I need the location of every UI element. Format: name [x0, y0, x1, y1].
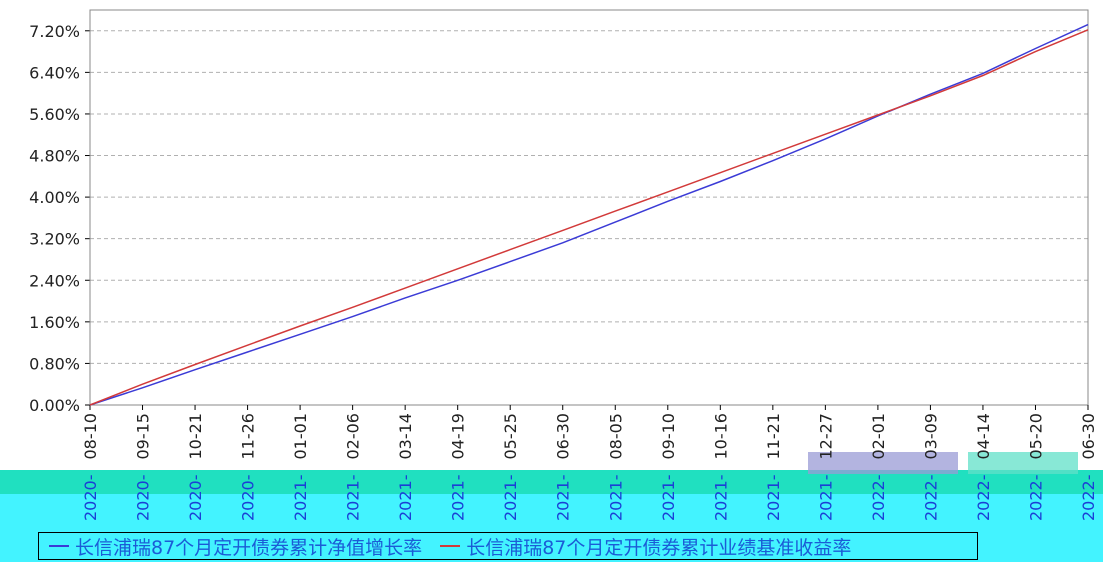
x-tick-label: 12-27 — [816, 413, 835, 460]
x-tick-label: 03-14 — [396, 413, 415, 460]
x-tick-year-label: 2021- — [396, 475, 415, 522]
x-tick-year-label: 2020- — [239, 475, 258, 522]
x-tick-label: 09-10 — [659, 413, 678, 460]
x-tick-year-label: 2020- — [81, 475, 100, 522]
x-tick-year-label: 2022- — [921, 475, 940, 522]
y-tick-label: 5.60% — [29, 105, 80, 124]
legend: 长信浦瑞87个月定开债券累计净值增长率 长信浦瑞87个月定开债券累计业绩基准收益… — [38, 532, 978, 560]
x-tick-year-label: 2021- — [711, 475, 730, 522]
x-axis-band-top — [0, 470, 1103, 494]
legend-label-series1: 长信浦瑞87个月定开债券累计净值增长率 — [75, 536, 423, 559]
series-line-1 — [89, 23, 1089, 406]
y-tick-label: 2.40% — [29, 271, 80, 290]
x-tick-year-label: 2021- — [554, 475, 573, 522]
y-tick-label: 3.20% — [29, 230, 80, 249]
y-tick-label: 4.00% — [29, 188, 80, 207]
x-tick-label: 04-14 — [974, 413, 993, 460]
x-tick-label: 11-21 — [764, 413, 783, 460]
y-tick-label: 4.80% — [29, 147, 80, 166]
legend-swatch-series1 — [49, 545, 69, 547]
y-tick-label: 0.00% — [29, 396, 80, 415]
plot-frame — [89, 9, 1089, 406]
x-tick-year-label: 2022- — [974, 475, 993, 522]
x-tick-label: 10-21 — [186, 413, 205, 460]
x-tick-label: 06-30 — [554, 413, 573, 460]
x-tick-year-label: 2021- — [291, 475, 310, 522]
x-tick-year-label: 2021- — [816, 475, 835, 522]
y-tick-label: 1.60% — [29, 313, 80, 332]
x-tick-label: 05-25 — [501, 413, 520, 460]
x-tick-label: 02-06 — [344, 413, 363, 460]
x-tick-year-label: 2022- — [869, 475, 888, 522]
legend-item-series1: 长信浦瑞87个月定开债券累计净值增长率 — [49, 533, 422, 560]
series-line-2 — [89, 29, 1089, 406]
x-tick-label: 02-01 — [869, 413, 888, 460]
x-tick-label: 04-19 — [449, 413, 468, 460]
y-tick-label: 6.40% — [29, 63, 80, 82]
legend-swatch-series2 — [440, 545, 461, 547]
x-tick-label: 03-09 — [921, 413, 940, 460]
artifact-block-2 — [968, 452, 1078, 474]
legend-item-series2: 长信浦瑞87个月定开债券累计业绩基准收益率 — [440, 533, 851, 560]
x-tick-year-label: 2022- — [1079, 475, 1098, 522]
y-tick-label: 0.80% — [29, 354, 80, 373]
y-tick-label: 7.20% — [29, 22, 80, 41]
x-tick-year-label: 2021- — [501, 475, 520, 522]
x-tick-label: 08-05 — [606, 413, 625, 460]
x-tick-year-label: 2021- — [659, 475, 678, 522]
x-tick-label: 05-20 — [1026, 413, 1045, 460]
x-tick-year-label: 2021- — [606, 475, 625, 522]
x-tick-label: 06-30 — [1079, 413, 1098, 460]
artifact-block-1 — [808, 452, 958, 474]
x-tick-label: 01-01 — [291, 413, 310, 460]
x-tick-year-label: 2022- — [1026, 475, 1045, 522]
x-tick-year-label: 2021- — [344, 475, 363, 522]
x-tick-year-label: 2021- — [449, 475, 468, 522]
x-tick-label: 09-15 — [134, 413, 153, 460]
legend-label-series2: 长信浦瑞87个月定开债券累计业绩基准收益率 — [466, 536, 852, 559]
x-tick-year-label: 2020- — [186, 475, 205, 522]
x-tick-label: 10-16 — [711, 413, 730, 460]
x-tick-label: 11-26 — [239, 413, 258, 460]
x-tick-year-label: 2020- — [134, 475, 153, 522]
x-tick-label: 08-10 — [81, 413, 100, 460]
x-tick-year-label: 2021- — [764, 475, 783, 522]
